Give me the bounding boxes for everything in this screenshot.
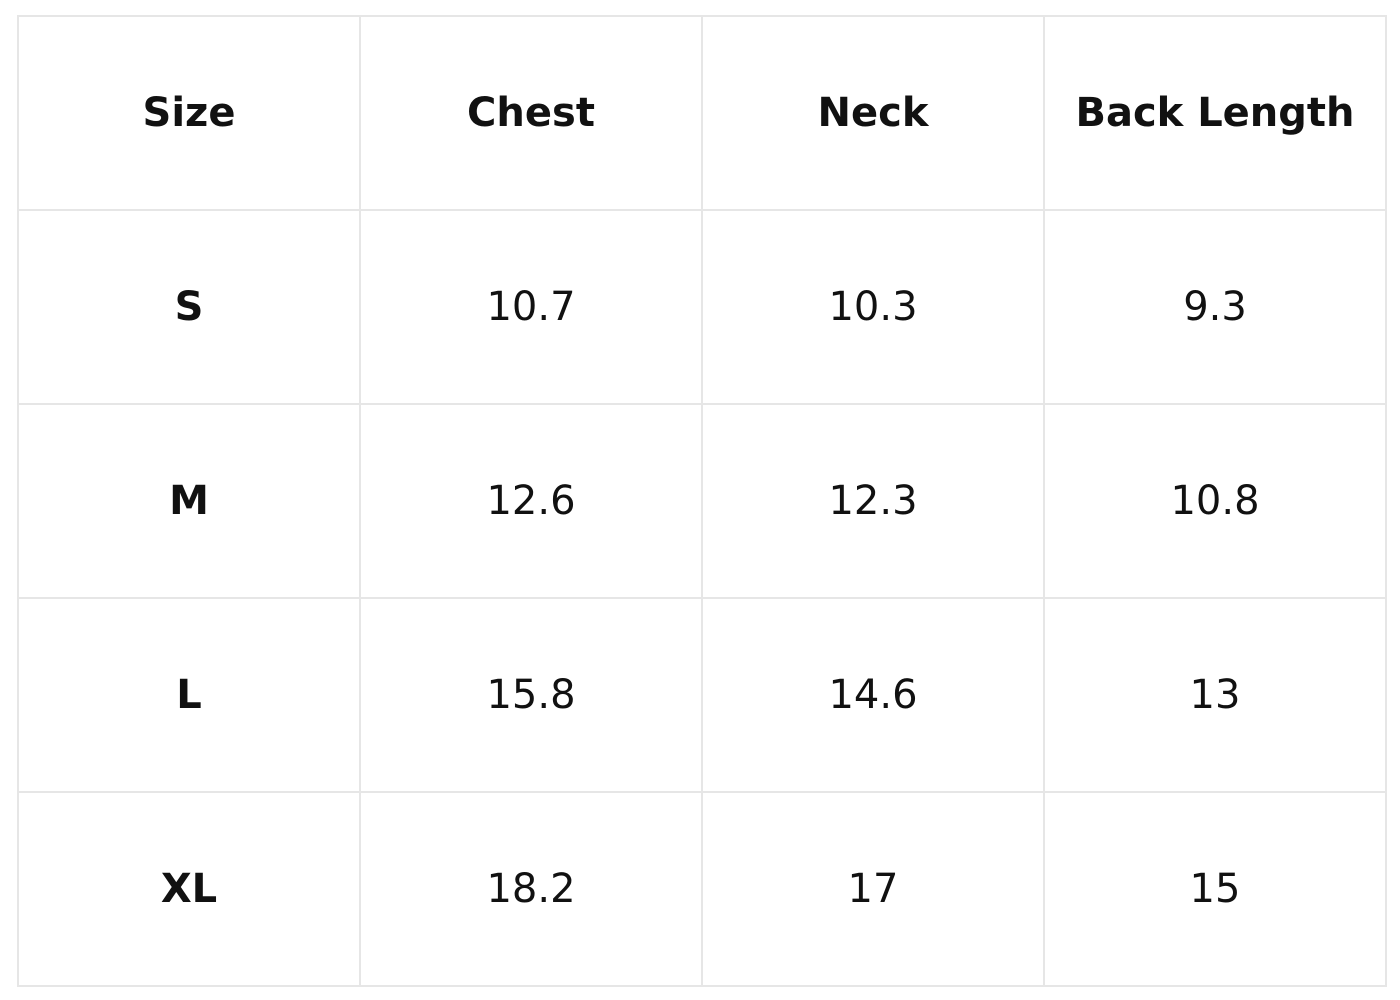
value-cell: 10.8 bbox=[1043, 403, 1387, 599]
value-cell: 9.3 bbox=[1043, 209, 1387, 405]
value-cell: 17 bbox=[701, 791, 1045, 987]
table-row: L 15.8 14.6 13 bbox=[17, 597, 1387, 793]
value-cell: 12.6 bbox=[359, 403, 703, 599]
table-row: M 12.6 12.3 10.8 bbox=[17, 403, 1387, 599]
value-cell: 13 bbox=[1043, 597, 1387, 793]
table-row: S 10.7 10.3 9.3 bbox=[17, 209, 1387, 405]
table-row: XL 18.2 17 15 bbox=[17, 791, 1387, 987]
size-cell: XL bbox=[17, 791, 361, 987]
header-cell: Back Length bbox=[1043, 15, 1387, 211]
size-cell: L bbox=[17, 597, 361, 793]
value-cell: 12.3 bbox=[701, 403, 1045, 599]
value-cell: 15 bbox=[1043, 791, 1387, 987]
value-cell: 18.2 bbox=[359, 791, 703, 987]
header-row: Size Chest Neck Back Length bbox=[17, 15, 1387, 211]
header-cell: Chest bbox=[359, 15, 703, 211]
header-cell: Size bbox=[17, 15, 361, 211]
value-cell: 15.8 bbox=[359, 597, 703, 793]
size-table: Size Chest Neck Back Length S 10.7 10.3 9.3 M 12.… bbox=[17, 15, 1387, 987]
header-cell: Neck bbox=[701, 15, 1045, 211]
value-cell: 10.3 bbox=[701, 209, 1045, 405]
size-cell: M bbox=[17, 403, 361, 599]
value-cell: 10.7 bbox=[359, 209, 703, 405]
value-cell: 14.6 bbox=[701, 597, 1045, 793]
size-cell: S bbox=[17, 209, 361, 405]
